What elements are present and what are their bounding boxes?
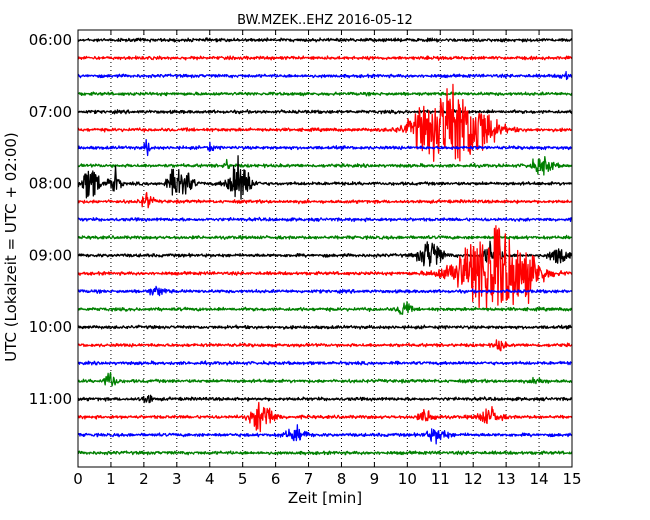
x-tick-label: 1 [106,470,116,488]
x-tick-label: 7 [304,470,314,488]
x-tick-label: 4 [205,470,215,488]
x-tick-label: 0 [73,470,83,488]
plot-area: 0 1 2 3 4 5 6 7 8 9 10 11 12 13 14 1506:0007:0008:0009:… [29,29,582,488]
trace-1015 [78,339,572,352]
x-tick-label: 14 [530,470,549,488]
x-tick-label: 15 [562,470,581,488]
trace-0915 [78,225,572,309]
trace-0800 [78,155,572,200]
x-tick-label: 2 [139,470,149,488]
x-tick-label: 11 [431,470,450,488]
x-tick-label: 10 [398,470,417,488]
x-tick-label: 3 [172,470,182,488]
y-tick-label: 07:00 [29,103,72,121]
trace-0715 [78,83,572,162]
plot-frame [77,29,573,468]
trace-0845 [78,234,572,241]
trace-1145 [78,450,572,456]
traces [78,37,572,456]
y-tick-label: 11:00 [29,390,72,408]
trace-0830 [78,216,572,223]
trace-0630 [78,70,572,81]
y-tick-label: 06:00 [29,31,72,49]
trace-0930 [78,285,572,297]
trace-1130 [78,424,572,445]
x-tick-label: 6 [271,470,281,488]
trace-0730 [78,138,572,157]
x-tick-label: 12 [464,470,483,488]
trace-0700 [78,109,572,115]
chart-title: BW.MZEK..EHZ 2016-05-12 [237,13,413,28]
trace-1030 [78,360,572,366]
y-tick-label: 08:00 [29,175,72,193]
trace-0745 [78,155,572,176]
trace-0815 [78,191,572,209]
trace-1045 [78,371,572,387]
x-axis-label: Zeit [min] [288,489,362,507]
trace-1115 [78,401,572,433]
x-tick-label: 9 [370,470,380,488]
x-tick-label: 5 [238,470,248,488]
trace-0600 [78,37,572,43]
trace-0615 [78,55,572,61]
trace-0645 [78,91,572,97]
y-tick-label: 10:00 [29,318,72,336]
trace-1000 [78,324,572,330]
trace-1100 [78,394,572,404]
trace-0945 [78,301,572,315]
x-tick-label: 8 [337,470,347,488]
y-axis-label: UTC (Lokalzeit = UTC + 02:00) [2,132,20,362]
y-tick-label: 09:00 [29,246,72,264]
x-tick-label: 13 [497,470,516,488]
